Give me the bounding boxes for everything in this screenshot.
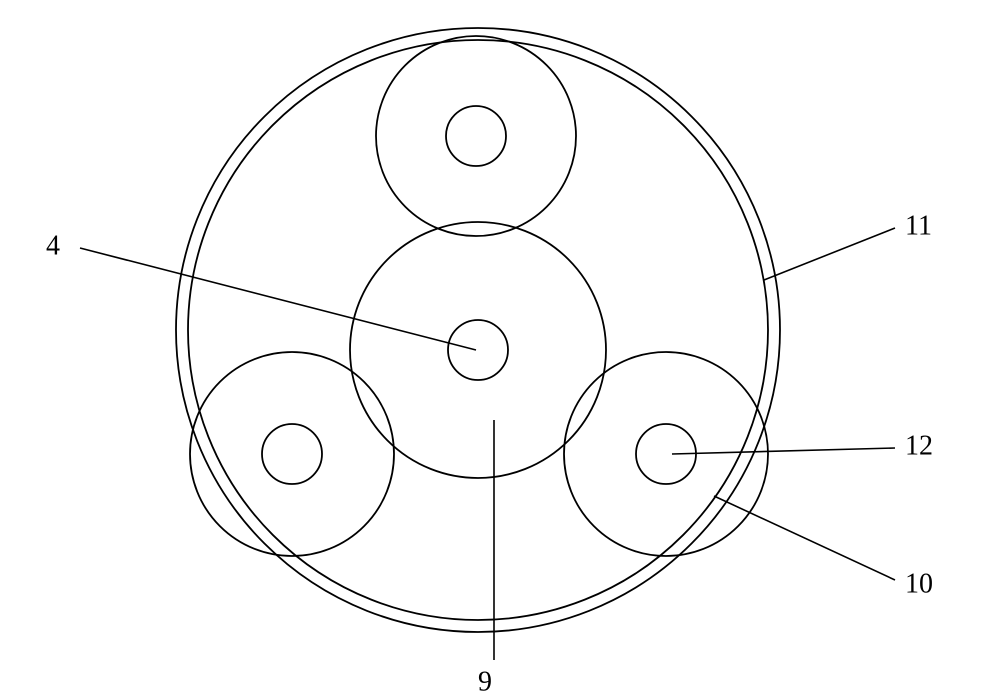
label-11: 11 (905, 210, 932, 241)
label-12: 12 (905, 430, 933, 461)
label-4: 4 (46, 230, 60, 261)
planetary-gear-diagram: 4 11 12 10 9 (0, 0, 1000, 691)
label-10: 10 (905, 568, 933, 599)
label-9: 9 (478, 666, 492, 691)
canvas-bg (0, 0, 1000, 691)
